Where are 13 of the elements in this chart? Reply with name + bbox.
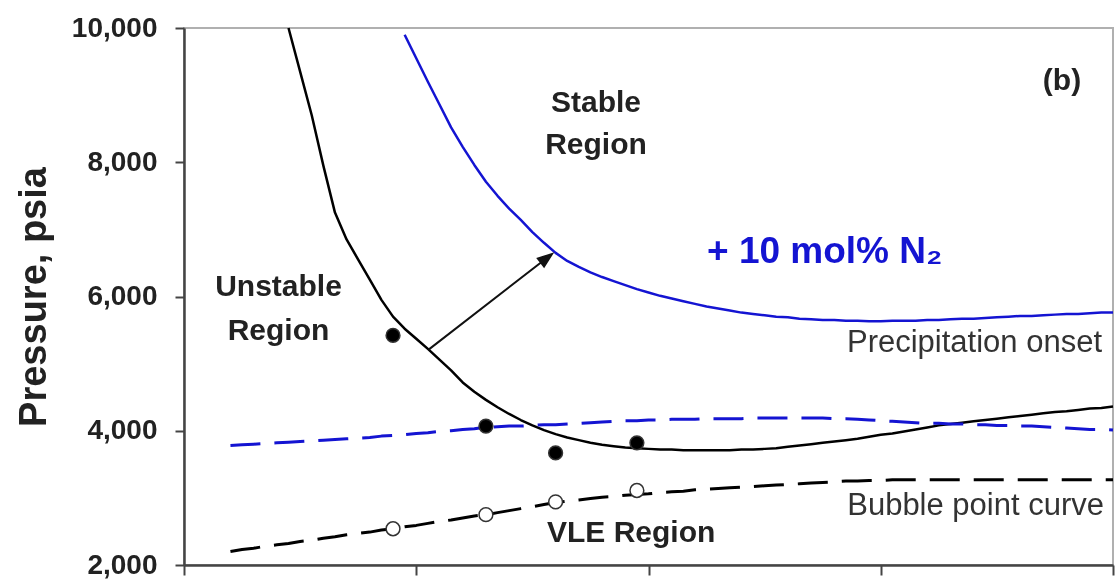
y-tick-label: 2,000	[87, 548, 158, 579]
annotation: Unstable Region	[215, 269, 342, 346]
annotation: (b)	[1042, 63, 1082, 96]
annotation: VLE Region	[547, 515, 716, 548]
annotation: + 10 mol% N₂	[707, 230, 943, 271]
y-tick-label: 10,000	[71, 11, 158, 43]
y-tick-label: 8,000	[87, 145, 158, 177]
y-tick-label: 4,000	[87, 414, 158, 446]
annotation: Bubble point curve	[847, 487, 1104, 522]
y-axis-title: Pressure, psia	[11, 166, 54, 427]
annotation: Stable Region	[545, 85, 647, 160]
y-tick-label: 6,000	[87, 280, 158, 311]
annotation: Precipitation onset	[846, 324, 1103, 359]
